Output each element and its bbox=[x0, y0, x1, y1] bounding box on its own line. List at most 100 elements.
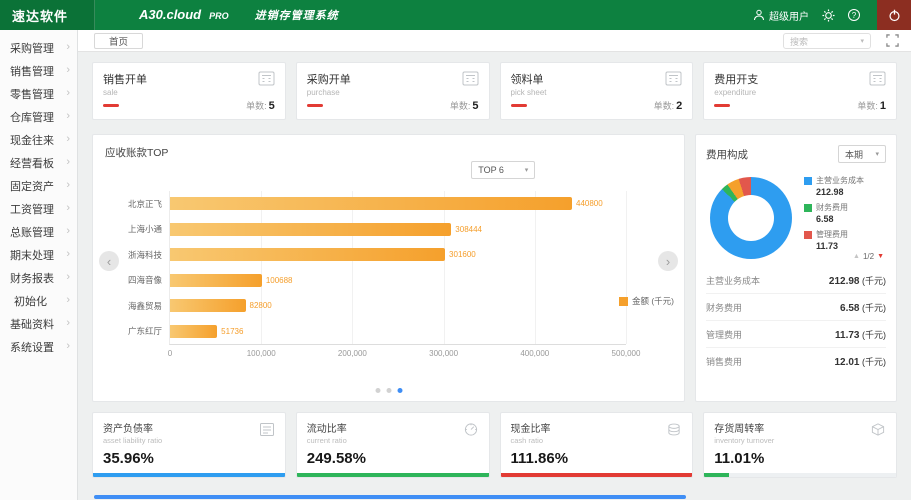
metric-card-current-ratio[interactable]: 流动比率 current ratio 249.58% bbox=[296, 412, 490, 478]
chevron-right-icon: › bbox=[66, 42, 70, 53]
expense-title: 费用构成 bbox=[706, 147, 748, 162]
help-icon[interactable]: ? bbox=[848, 9, 860, 21]
bar-category-label: 广东红厅 bbox=[98, 325, 162, 337]
chart-legend: 金额 (千元) bbox=[619, 295, 674, 307]
x-tick-label: 0 bbox=[168, 349, 172, 358]
product-brand: A30.cloud PRO 进销存管理系统 bbox=[139, 7, 339, 23]
metric-subtitle: current ratio bbox=[307, 436, 479, 445]
metric-title: 流动比率 bbox=[307, 420, 479, 435]
metric-title: 资产负债率 bbox=[103, 420, 275, 435]
fullscreen-icon[interactable] bbox=[886, 34, 899, 47]
horizontal-scrollbar-thumb[interactable] bbox=[94, 495, 686, 499]
bar-row: 广东红厅 51736 bbox=[170, 324, 626, 338]
sidebar-item-purchase[interactable]: 采购管理› bbox=[0, 36, 77, 59]
bar bbox=[170, 197, 572, 210]
kpi-count: 单数:5 bbox=[246, 99, 275, 112]
legend-item: 管理费用 11.73 bbox=[804, 229, 890, 251]
kpi-trend-dash bbox=[103, 104, 119, 107]
sidebar-item-fixed-assets[interactable]: 固定资产› bbox=[0, 174, 77, 197]
kpi-card-pick-sheet[interactable]: 领料单 pick sheet 单数:2 bbox=[500, 62, 694, 120]
sidebar-item-initialization[interactable]: 初始化› bbox=[0, 289, 77, 312]
legend-name: 管理费用 bbox=[816, 229, 848, 240]
metric-value: 111.86% bbox=[511, 450, 683, 467]
pager-label: 1/2 bbox=[863, 252, 874, 261]
sidebar-item-basic-data[interactable]: 基础资料› bbox=[0, 312, 77, 335]
kpi-card-purchase-order[interactable]: 采购开单 purchase 单数:5 bbox=[296, 62, 490, 120]
kpi-row: 销售开单 sale 单数:5 采购开单 purchase 单数:5 领料单 pi… bbox=[92, 62, 897, 120]
chevron-down-icon: ▾ bbox=[525, 166, 529, 174]
legend-swatch bbox=[804, 177, 812, 185]
metric-progress-track bbox=[501, 473, 693, 477]
sidebar-item-system-settings[interactable]: 系统设置› bbox=[0, 335, 77, 358]
expense-unit: (千元) bbox=[862, 303, 886, 313]
expense-name: 销售费用 bbox=[706, 355, 742, 368]
sidebar-item-period-end[interactable]: 期末处理› bbox=[0, 243, 77, 266]
period-select[interactable]: 本期 ▾ bbox=[838, 145, 886, 163]
carousel-dot[interactable] bbox=[375, 388, 380, 393]
kpi-card-sales-order[interactable]: 销售开单 sale 单数:5 bbox=[92, 62, 286, 120]
gridline bbox=[626, 191, 627, 344]
metric-card-asset-liability[interactable]: 资产负债率 asset liability ratio 35.96% bbox=[92, 412, 286, 478]
kpi-trend-dash bbox=[714, 104, 730, 107]
kpi-card-expenditure[interactable]: 费用开支 expenditure 单数:1 bbox=[703, 62, 897, 120]
x-tick-label: 400,000 bbox=[520, 349, 549, 358]
middle-row: 应收账款TOP TOP 6 ▾ 北京正飞 bbox=[92, 134, 897, 402]
metric-row: 资产负债率 asset liability ratio 35.96% 流动比率 … bbox=[92, 412, 897, 478]
receivables-top-chart-card: 应收账款TOP TOP 6 ▾ 北京正飞 bbox=[92, 134, 685, 402]
carousel-prev-button[interactable]: ‹ bbox=[99, 251, 119, 271]
bar-value-label: 51736 bbox=[221, 327, 243, 336]
carousel-dot[interactable] bbox=[386, 388, 391, 393]
sidebar-item-dashboard[interactable]: 经营看板› bbox=[0, 151, 77, 174]
top-n-select[interactable]: TOP 6 ▾ bbox=[471, 161, 535, 179]
user-menu[interactable]: 超级用户 bbox=[753, 8, 809, 23]
chevron-right-icon: › bbox=[66, 65, 70, 76]
sidebar-item-financial-reports[interactable]: 财务报表› bbox=[0, 266, 77, 289]
dashboard-content: 销售开单 sale 单数:5 采购开单 purchase 单数:5 领料单 pi… bbox=[78, 52, 911, 500]
calculator-icon bbox=[869, 71, 886, 91]
power-logout-button[interactable] bbox=[877, 0, 911, 30]
expense-list-row: 财务费用 6.58 (千元) bbox=[706, 294, 886, 321]
bar-series: 北京正飞 440800 上海小通 308444 浙海科技 bbox=[170, 191, 626, 344]
sidebar-item-sales[interactable]: 销售管理› bbox=[0, 59, 77, 82]
tab-home[interactable]: 首页 bbox=[94, 33, 143, 49]
expense-list-row: 销售费用 12.01 (千元) bbox=[706, 348, 886, 375]
chevron-right-icon: › bbox=[66, 203, 70, 214]
metric-card-inventory-turnover[interactable]: 存货周转率 inventory turnover 11.01% bbox=[703, 412, 897, 478]
product-edition: PRO bbox=[209, 11, 229, 21]
search-input[interactable]: 搜索 ▾ bbox=[783, 33, 871, 49]
top-header-bar: 速达软件 A30.cloud PRO 进销存管理系统 超级用户 ? bbox=[0, 0, 911, 30]
chart-title: 应收账款TOP bbox=[105, 145, 672, 160]
chevron-right-icon: › bbox=[66, 272, 70, 283]
sidebar-item-retail[interactable]: 零售管理› bbox=[0, 82, 77, 105]
metric-card-cash-ratio[interactable]: 现金比率 cash ratio 111.86% bbox=[500, 412, 694, 478]
chevron-right-icon: › bbox=[66, 295, 70, 306]
user-icon bbox=[753, 9, 765, 21]
carousel-dots bbox=[375, 388, 402, 393]
expense-card-header: 费用构成 本期 ▾ bbox=[706, 145, 886, 163]
expense-unit: (千元) bbox=[862, 357, 886, 367]
kpi-count: 单数:1 bbox=[857, 99, 886, 112]
page-up-icon[interactable]: ▲ bbox=[853, 253, 860, 260]
settings-gear-icon[interactable] bbox=[822, 9, 835, 22]
x-tick-label: 100,000 bbox=[247, 349, 276, 358]
kpi-trend-dash bbox=[307, 104, 323, 107]
metric-subtitle: inventory turnover bbox=[714, 436, 886, 445]
bar bbox=[170, 274, 262, 287]
carousel-dot-active[interactable] bbox=[397, 388, 402, 393]
sidebar-item-warehouse[interactable]: 仓库管理› bbox=[0, 105, 77, 128]
sidebar-item-cash[interactable]: 现金往来› bbox=[0, 128, 77, 151]
metric-progress-track bbox=[297, 473, 489, 477]
metric-progress-track bbox=[93, 473, 285, 477]
page-down-icon[interactable]: ▼ bbox=[877, 253, 884, 260]
app-window: 速达软件 A30.cloud PRO 进销存管理系统 超级用户 ? 采购管理› … bbox=[0, 0, 911, 500]
chart-legend-swatch bbox=[619, 297, 628, 306]
expense-list-row: 管理费用 11.73 (千元) bbox=[706, 321, 886, 348]
calculator-icon bbox=[462, 71, 479, 91]
sidebar-item-general-ledger[interactable]: 总账管理› bbox=[0, 220, 77, 243]
chevron-right-icon: › bbox=[66, 157, 70, 168]
chevron-down-icon: ▾ bbox=[875, 150, 879, 158]
sidebar-item-payroll[interactable]: 工资管理› bbox=[0, 197, 77, 220]
carousel-next-button[interactable]: › bbox=[658, 251, 678, 271]
bar-row: 浙海科技 301600 bbox=[170, 248, 626, 262]
bar-value-label: 100688 bbox=[266, 276, 293, 285]
